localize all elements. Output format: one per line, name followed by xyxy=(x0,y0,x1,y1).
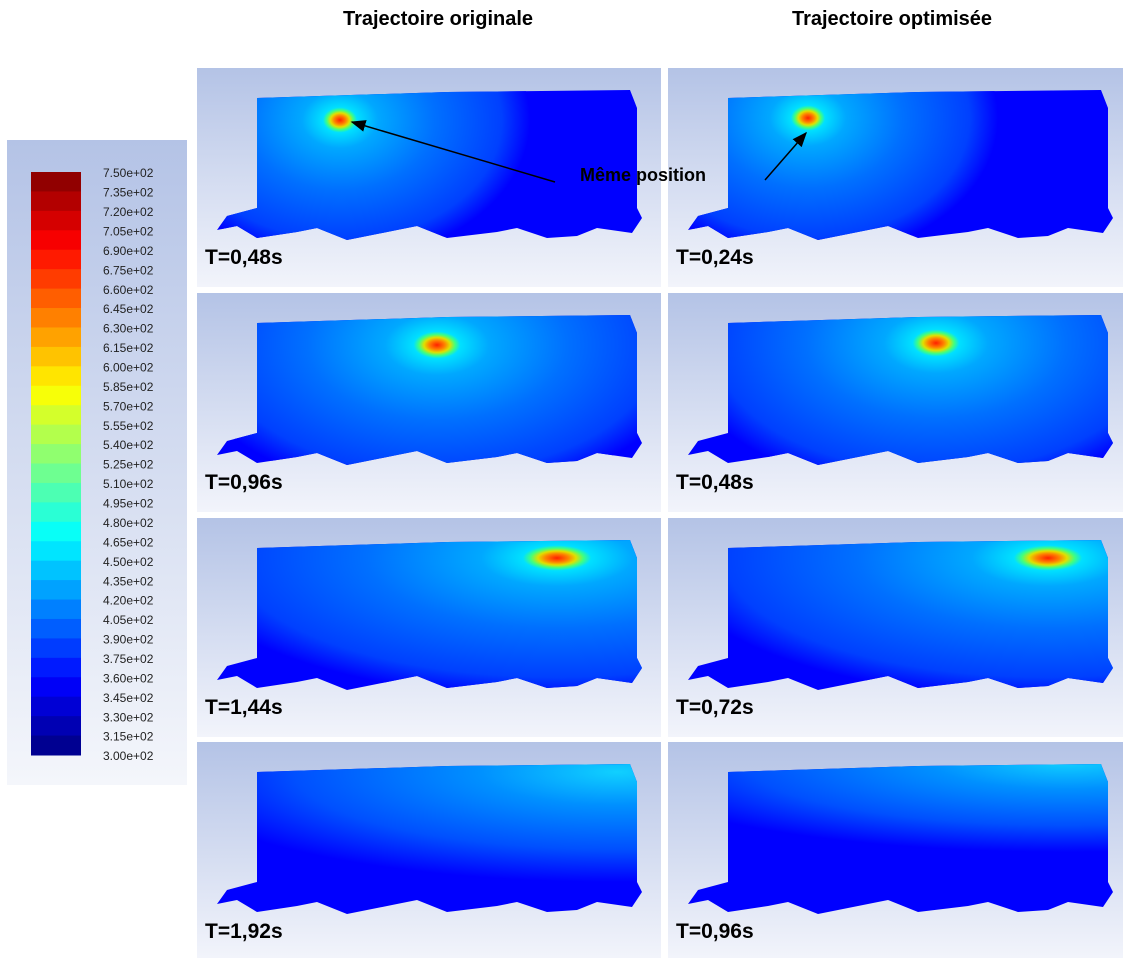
column-title: Trajectoire originale xyxy=(342,8,534,30)
part-body xyxy=(688,315,1113,465)
legend-label: 6.75e+02 xyxy=(103,263,154,277)
color-legend: 7.50e+02 7.35e+02 7.20e+02 7.05e+02 6.90e+02… xyxy=(7,140,187,785)
time-label: T=1,44s xyxy=(205,696,283,719)
panel-graphic xyxy=(197,742,661,958)
color-band xyxy=(31,172,81,192)
simulation-panel xyxy=(197,293,661,517)
color-band xyxy=(31,385,81,406)
legend-label: 6.60e+02 xyxy=(103,283,154,297)
time-label: T=1,92s xyxy=(205,920,283,943)
color-band xyxy=(31,249,81,270)
color-band xyxy=(31,521,81,542)
color-band xyxy=(31,288,81,309)
time-label: T=0,96s xyxy=(676,920,754,943)
simulation-panel xyxy=(197,518,661,742)
color-band xyxy=(31,366,81,387)
color-band xyxy=(31,482,81,503)
time-label: T=0,24s xyxy=(676,246,754,269)
legend-label: 5.25e+02 xyxy=(103,458,154,472)
part-body xyxy=(217,540,642,690)
time-label: T=0,48s xyxy=(676,471,754,494)
legend-label: 3.15e+02 xyxy=(103,730,154,744)
legend-label: 4.65e+02 xyxy=(103,535,154,549)
legend-label: 5.85e+02 xyxy=(103,380,154,394)
time-label: T=0,72s xyxy=(676,696,754,719)
legend-label: 7.50e+02 xyxy=(103,166,154,180)
panel-graphic xyxy=(668,293,1123,512)
legend-label: 7.20e+02 xyxy=(103,205,154,219)
color-band xyxy=(31,230,81,251)
legend-graphic: 7.50e+02 7.35e+02 7.20e+02 7.05e+02 6.90e+02… xyxy=(31,166,154,763)
color-band xyxy=(31,618,81,639)
panel-graphic xyxy=(668,68,1123,287)
legend-label: 5.40e+02 xyxy=(103,438,154,452)
color-band xyxy=(31,191,81,212)
time-label: T=0,96s xyxy=(205,471,283,494)
time-label: T=0,48s xyxy=(205,246,283,269)
color-band xyxy=(31,638,81,659)
legend-label: 3.00e+02 xyxy=(103,749,154,763)
color-band xyxy=(31,308,81,328)
legend-label: 4.95e+02 xyxy=(103,497,154,511)
legend-label: 6.45e+02 xyxy=(103,302,154,316)
panel-graphic xyxy=(197,518,661,737)
simulation-panel xyxy=(668,518,1123,742)
simulation-panel xyxy=(668,293,1123,517)
color-band xyxy=(31,405,81,426)
legend-label: 4.35e+02 xyxy=(103,574,154,588)
simulation-panel xyxy=(668,742,1123,963)
color-band xyxy=(31,716,81,737)
legend-label: 7.05e+02 xyxy=(103,224,154,238)
panel-graphic xyxy=(668,518,1123,737)
legend-label: 3.45e+02 xyxy=(103,691,154,705)
color-band xyxy=(31,269,81,290)
color-band xyxy=(31,327,81,348)
legend-label: 4.50e+02 xyxy=(103,555,154,569)
color-band xyxy=(31,463,81,484)
legend-label: 5.55e+02 xyxy=(103,419,154,433)
legend-label: 5.70e+02 xyxy=(103,399,154,413)
part-body xyxy=(688,764,1113,914)
legend-label: 6.30e+02 xyxy=(103,322,154,336)
color-band xyxy=(31,541,81,562)
part-body xyxy=(688,540,1113,690)
color-band xyxy=(31,424,81,445)
legend-label: 7.35e+02 xyxy=(103,186,154,200)
color-band xyxy=(31,560,81,581)
legend-label: 5.10e+02 xyxy=(103,477,154,491)
color-band xyxy=(31,735,81,756)
column-title: Trajectoire optimisée xyxy=(791,8,993,30)
color-band xyxy=(31,677,81,698)
simulation-panel xyxy=(197,742,661,963)
legend-label: 4.20e+02 xyxy=(103,594,154,608)
color-band xyxy=(31,346,81,367)
color-band xyxy=(31,599,81,620)
color-band xyxy=(31,502,81,523)
legend-label: 3.90e+02 xyxy=(103,633,154,647)
legend-label: 6.90e+02 xyxy=(103,244,154,258)
legend-label: 4.80e+02 xyxy=(103,516,154,530)
part-body xyxy=(217,315,642,465)
part-body xyxy=(217,764,642,914)
legend-label: 4.05e+02 xyxy=(103,613,154,627)
legend-label: 3.75e+02 xyxy=(103,652,154,666)
legend-label: 3.30e+02 xyxy=(103,710,154,724)
simulation-panel xyxy=(668,68,1123,292)
color-band xyxy=(31,580,81,601)
legend-label: 3.60e+02 xyxy=(103,671,154,685)
panel-graphic xyxy=(197,293,661,512)
color-band xyxy=(31,657,81,678)
color-band xyxy=(31,444,81,464)
legend-label: 6.15e+02 xyxy=(103,341,154,355)
color-band xyxy=(31,696,81,717)
legend-label: 6.00e+02 xyxy=(103,361,154,375)
panel-graphic xyxy=(668,742,1123,958)
color-band xyxy=(31,210,81,231)
